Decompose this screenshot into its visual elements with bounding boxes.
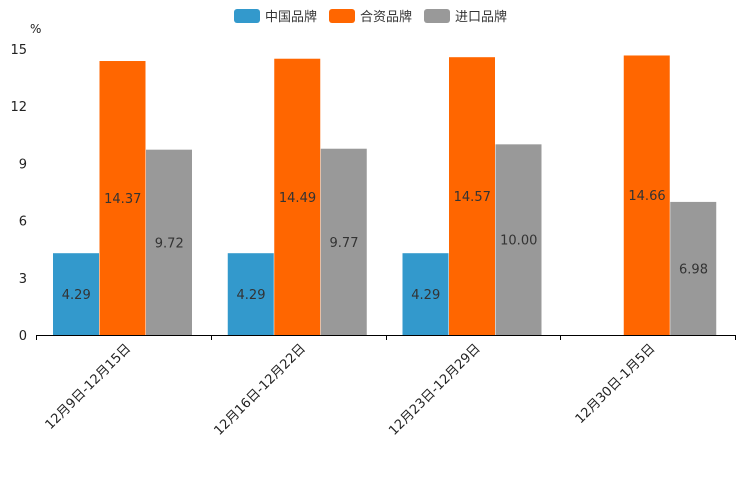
legend-label-1[interactable]: 中国品牌 xyxy=(265,9,317,25)
bar-2-4[interactable] xyxy=(623,55,670,335)
bar-2-3[interactable] xyxy=(449,57,495,335)
y-tick-label-0: 0 xyxy=(19,329,27,344)
bar-value-label-3-2: 9.77 xyxy=(330,236,359,251)
bar-3-2[interactable] xyxy=(320,148,367,335)
bar-value-label-3-4: 6.98 xyxy=(679,262,708,277)
bar-2-1[interactable] xyxy=(99,61,146,336)
bar-1-3[interactable] xyxy=(402,253,449,335)
bar-2-2[interactable] xyxy=(274,58,321,335)
bar-3-1[interactable] xyxy=(146,149,192,335)
x-category-label-3: 12月23日-12月29日 xyxy=(386,341,483,438)
y-axis-unit: % xyxy=(30,22,41,36)
bar-value-label-2-4: 14.66 xyxy=(628,189,665,204)
bar-value-label-2-1: 14.37 xyxy=(104,192,141,207)
y-tick-label-6: 6 xyxy=(19,215,27,230)
y-tick-label-15: 15 xyxy=(10,43,27,58)
bar-1-2[interactable] xyxy=(227,253,274,335)
y-tick-label-12: 12 xyxy=(10,100,27,115)
bar-value-label-1-3: 4.29 xyxy=(411,288,440,303)
bar-value-label-1-1: 4.29 xyxy=(62,288,91,303)
legend-label-2[interactable]: 合资品牌 xyxy=(360,9,412,25)
x-category-label-4: 12月30日-1月5日 xyxy=(573,341,659,427)
legend-label-3[interactable]: 进口品牌 xyxy=(455,9,507,25)
bar-value-label-2-3: 14.57 xyxy=(454,190,491,205)
y-tick-label-3: 3 xyxy=(19,272,27,287)
bar-value-label-3-3: 10.00 xyxy=(500,234,537,249)
legend-swatch-3[interactable] xyxy=(424,9,450,23)
legend-swatch-1[interactable] xyxy=(234,9,260,23)
bar-value-label-3-1: 9.72 xyxy=(155,236,184,251)
x-category-label-2: 12月16日-12月22日 xyxy=(211,341,308,438)
bar-value-label-2-2: 14.49 xyxy=(279,191,316,206)
legend-swatch-2[interactable] xyxy=(329,9,355,23)
bar-3-3[interactable] xyxy=(495,144,542,335)
bar-1-1[interactable] xyxy=(53,253,99,335)
bar-value-label-1-2: 4.29 xyxy=(237,288,266,303)
x-category-label-1: 12月9日-12月15日 xyxy=(43,341,135,433)
bar-3-4[interactable] xyxy=(670,201,717,335)
y-tick-label-9: 9 xyxy=(19,157,27,172)
